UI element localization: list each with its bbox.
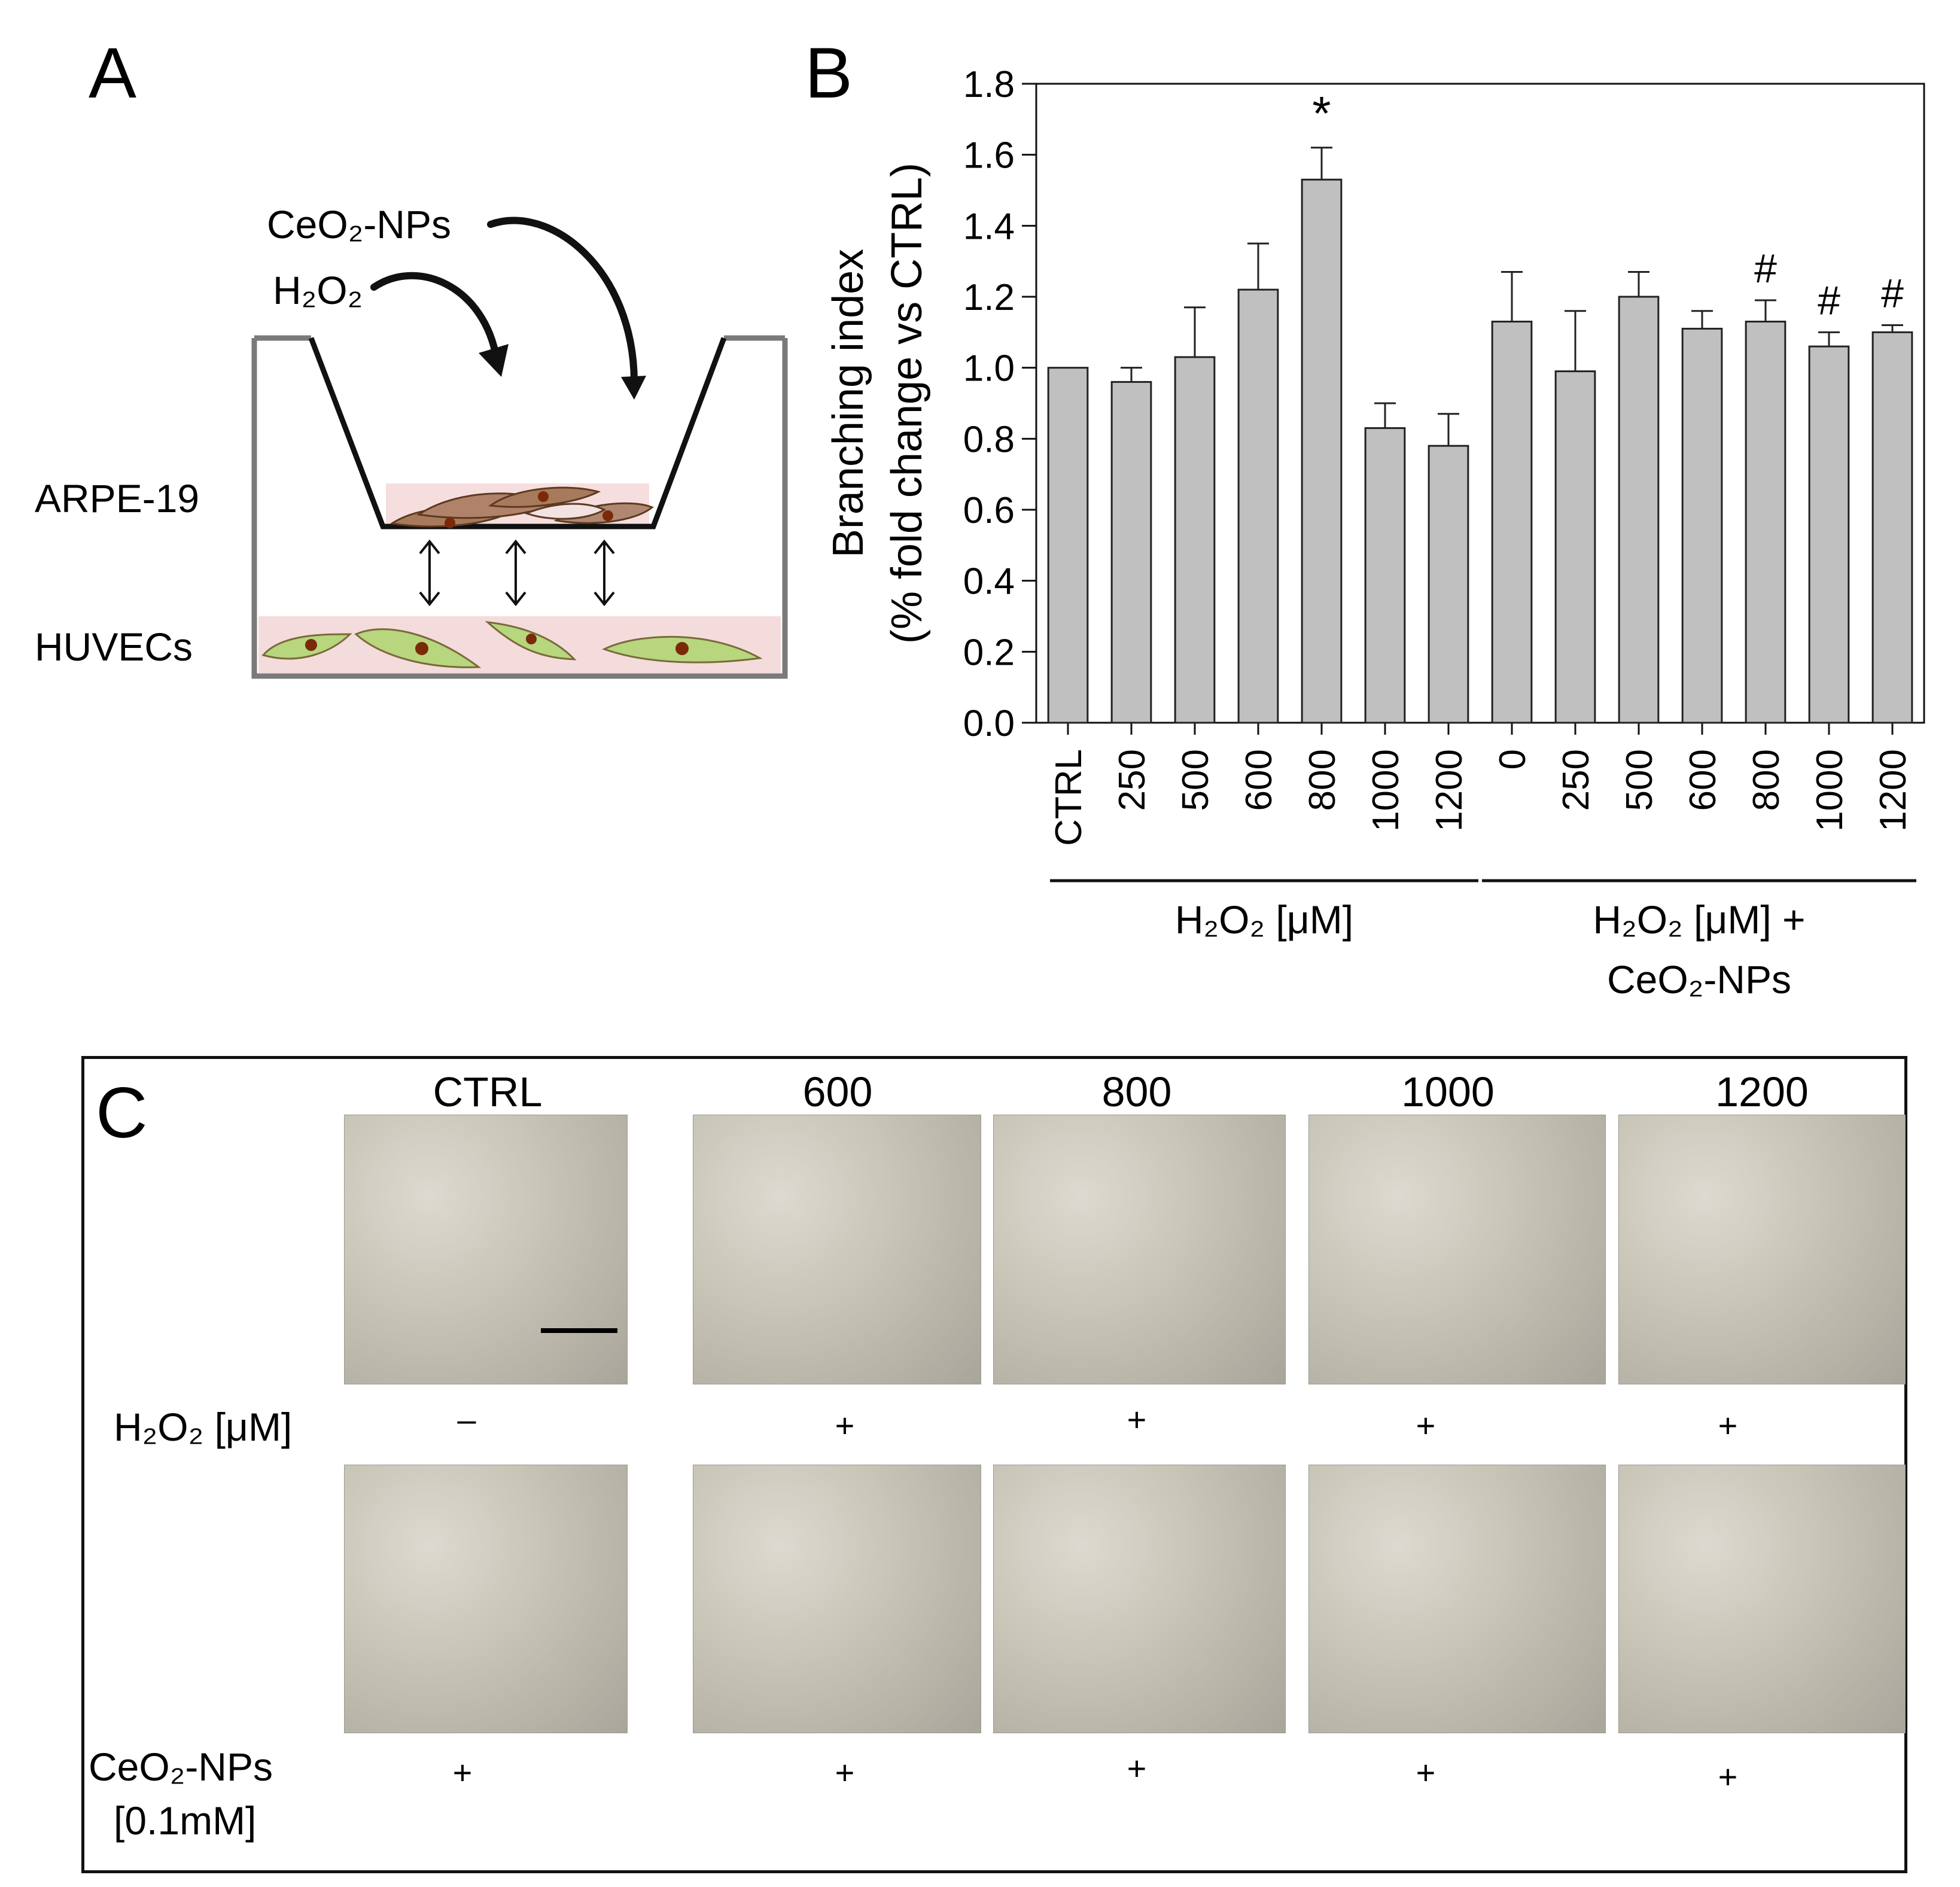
insert: [308, 337, 727, 529]
group2-label-line1: H₂O₂ [μM] +: [1593, 897, 1805, 942]
bar-chart: 0.0 0.2 0.4 0.6 0.8 1.0 1.2 1.4 1.6 1.8 Branching …: [824, 64, 1925, 1002]
h2o2-arrow: [370, 272, 500, 363]
y-tick-label: 0.8: [963, 419, 1015, 460]
plot-frame: [1035, 83, 1925, 724]
x-tick-label: 250: [1556, 749, 1597, 811]
panel-b-letter: B: [805, 33, 853, 113]
row1-label: H₂O₂ [μM]: [114, 1405, 293, 1449]
x-tick-label: CTRL: [1048, 749, 1089, 846]
scale-bar: [541, 1328, 617, 1333]
micrograph-1000-ceo2: [1308, 1465, 1606, 1733]
ceo2-np-label: CeO₂-NPs: [267, 202, 451, 246]
row1-sign-600: +: [835, 1407, 855, 1444]
x-tick-label: 600: [1238, 749, 1280, 811]
bar: [1745, 321, 1786, 724]
col-title-800: 800: [1101, 1069, 1172, 1115]
y-axis-label-line1: Branching index: [824, 249, 872, 558]
exchange-arrows: [419, 539, 615, 607]
x-tick-label: 500: [1175, 749, 1216, 811]
x-tick-label: 1200: [1873, 749, 1914, 832]
panel-c-letter: C: [96, 1073, 148, 1153]
row2-sign-1000: +: [1416, 1754, 1436, 1791]
row1-sign-800: +: [1127, 1401, 1147, 1438]
y-tick-label: 1.0: [963, 348, 1015, 389]
arpe-cells: [389, 486, 654, 528]
bar: [1871, 331, 1913, 724]
col-title-600: 600: [802, 1069, 873, 1115]
y-tick-label: 0.6: [963, 490, 1015, 531]
y-axis-label-line2: (% fold change vs CTRL): [883, 163, 931, 644]
y-tick-label: 1.8: [963, 64, 1015, 105]
x-tick-label: 800: [1746, 749, 1787, 811]
bar: [1174, 356, 1216, 724]
micrograph-1200-ceo2: [1618, 1465, 1906, 1733]
micrograph-600-h2o2: [693, 1115, 981, 1384]
panel-c-frame: [81, 1056, 1907, 1873]
transwell-diagram: [251, 217, 788, 679]
x-tick-label: 800: [1302, 749, 1343, 811]
h2o2-arrowhead: [479, 344, 509, 377]
significance-marker: #: [1818, 278, 1840, 323]
row1-sign-1000: +: [1416, 1407, 1436, 1444]
micrograph-800-ceo2: [993, 1465, 1286, 1733]
bar: [1491, 321, 1533, 724]
bar: [1110, 381, 1152, 724]
bar: [1301, 178, 1343, 724]
row1-sign-1200: +: [1718, 1407, 1738, 1444]
y-tick-label: 0.2: [963, 632, 1015, 673]
col-title-ctrl: CTRL: [433, 1069, 543, 1115]
bar: [1681, 327, 1723, 724]
y-tick-label: 1.6: [963, 135, 1015, 176]
h2o2-label: H₂O₂: [273, 268, 363, 312]
arpe-label: ARPE-19: [35, 476, 200, 521]
x-tick-label: 0: [1492, 749, 1533, 769]
significance-marker: #: [1754, 246, 1777, 291]
x-tick-label: 1200: [1429, 749, 1470, 832]
x-tick-label: 1000: [1365, 749, 1407, 832]
significance-marker: *: [1312, 87, 1331, 140]
row2-label-line1: CeO₂-NPs: [89, 1745, 273, 1789]
micrograph-1000-h2o2: [1308, 1115, 1606, 1384]
huvec-label: HUVECs: [35, 625, 193, 669]
y-tick-label: 1.2: [963, 277, 1015, 318]
bar: [1554, 370, 1596, 724]
micrograph-ctrl-h2o2: [344, 1115, 628, 1384]
row2-sign-800: +: [1127, 1749, 1147, 1787]
group2-label-line2: CeO₂-NPs: [1607, 957, 1791, 1002]
row2-sign-ctrl: +: [452, 1754, 473, 1791]
micrograph-ctrl-ceo2: [344, 1465, 628, 1733]
row1-sign-ctrl: –: [457, 1401, 476, 1438]
x-tick-label: 1000: [1809, 749, 1851, 832]
bar: [1237, 288, 1279, 724]
ceo2-arrow: [487, 217, 638, 386]
micrograph-1200-h2o2: [1618, 1115, 1906, 1384]
x-tick-label: 600: [1682, 749, 1724, 811]
bar: [1364, 427, 1406, 724]
y-tick-label: 0.0: [963, 703, 1015, 744]
outer-well: [251, 338, 788, 679]
huvec-cells: [261, 620, 763, 668]
x-tick-label: 500: [1619, 749, 1660, 811]
significance-marker: #: [1881, 270, 1904, 316]
group1-label: H₂O₂ [μM]: [1175, 897, 1353, 942]
bar: [1618, 296, 1660, 724]
y-tick-label: 0.4: [963, 561, 1015, 602]
x-tick-label: 250: [1112, 749, 1153, 811]
col-title-1000: 1000: [1401, 1069, 1495, 1115]
y-tick-label: 1.4: [963, 206, 1015, 247]
col-title-1200: 1200: [1715, 1069, 1809, 1115]
micrograph-800-h2o2: [993, 1115, 1286, 1384]
row2-sign-1200: +: [1718, 1758, 1738, 1795]
row2-label-line2: [0.1mM]: [114, 1798, 257, 1843]
row2-sign-600: +: [835, 1754, 855, 1791]
bar: [1808, 345, 1850, 724]
micrograph-600-ceo2: [693, 1465, 981, 1733]
bar: [1047, 367, 1089, 724]
panel-a-letter: A: [89, 33, 137, 113]
ceo2-arrowhead: [621, 376, 646, 400]
bar: [1428, 445, 1469, 724]
